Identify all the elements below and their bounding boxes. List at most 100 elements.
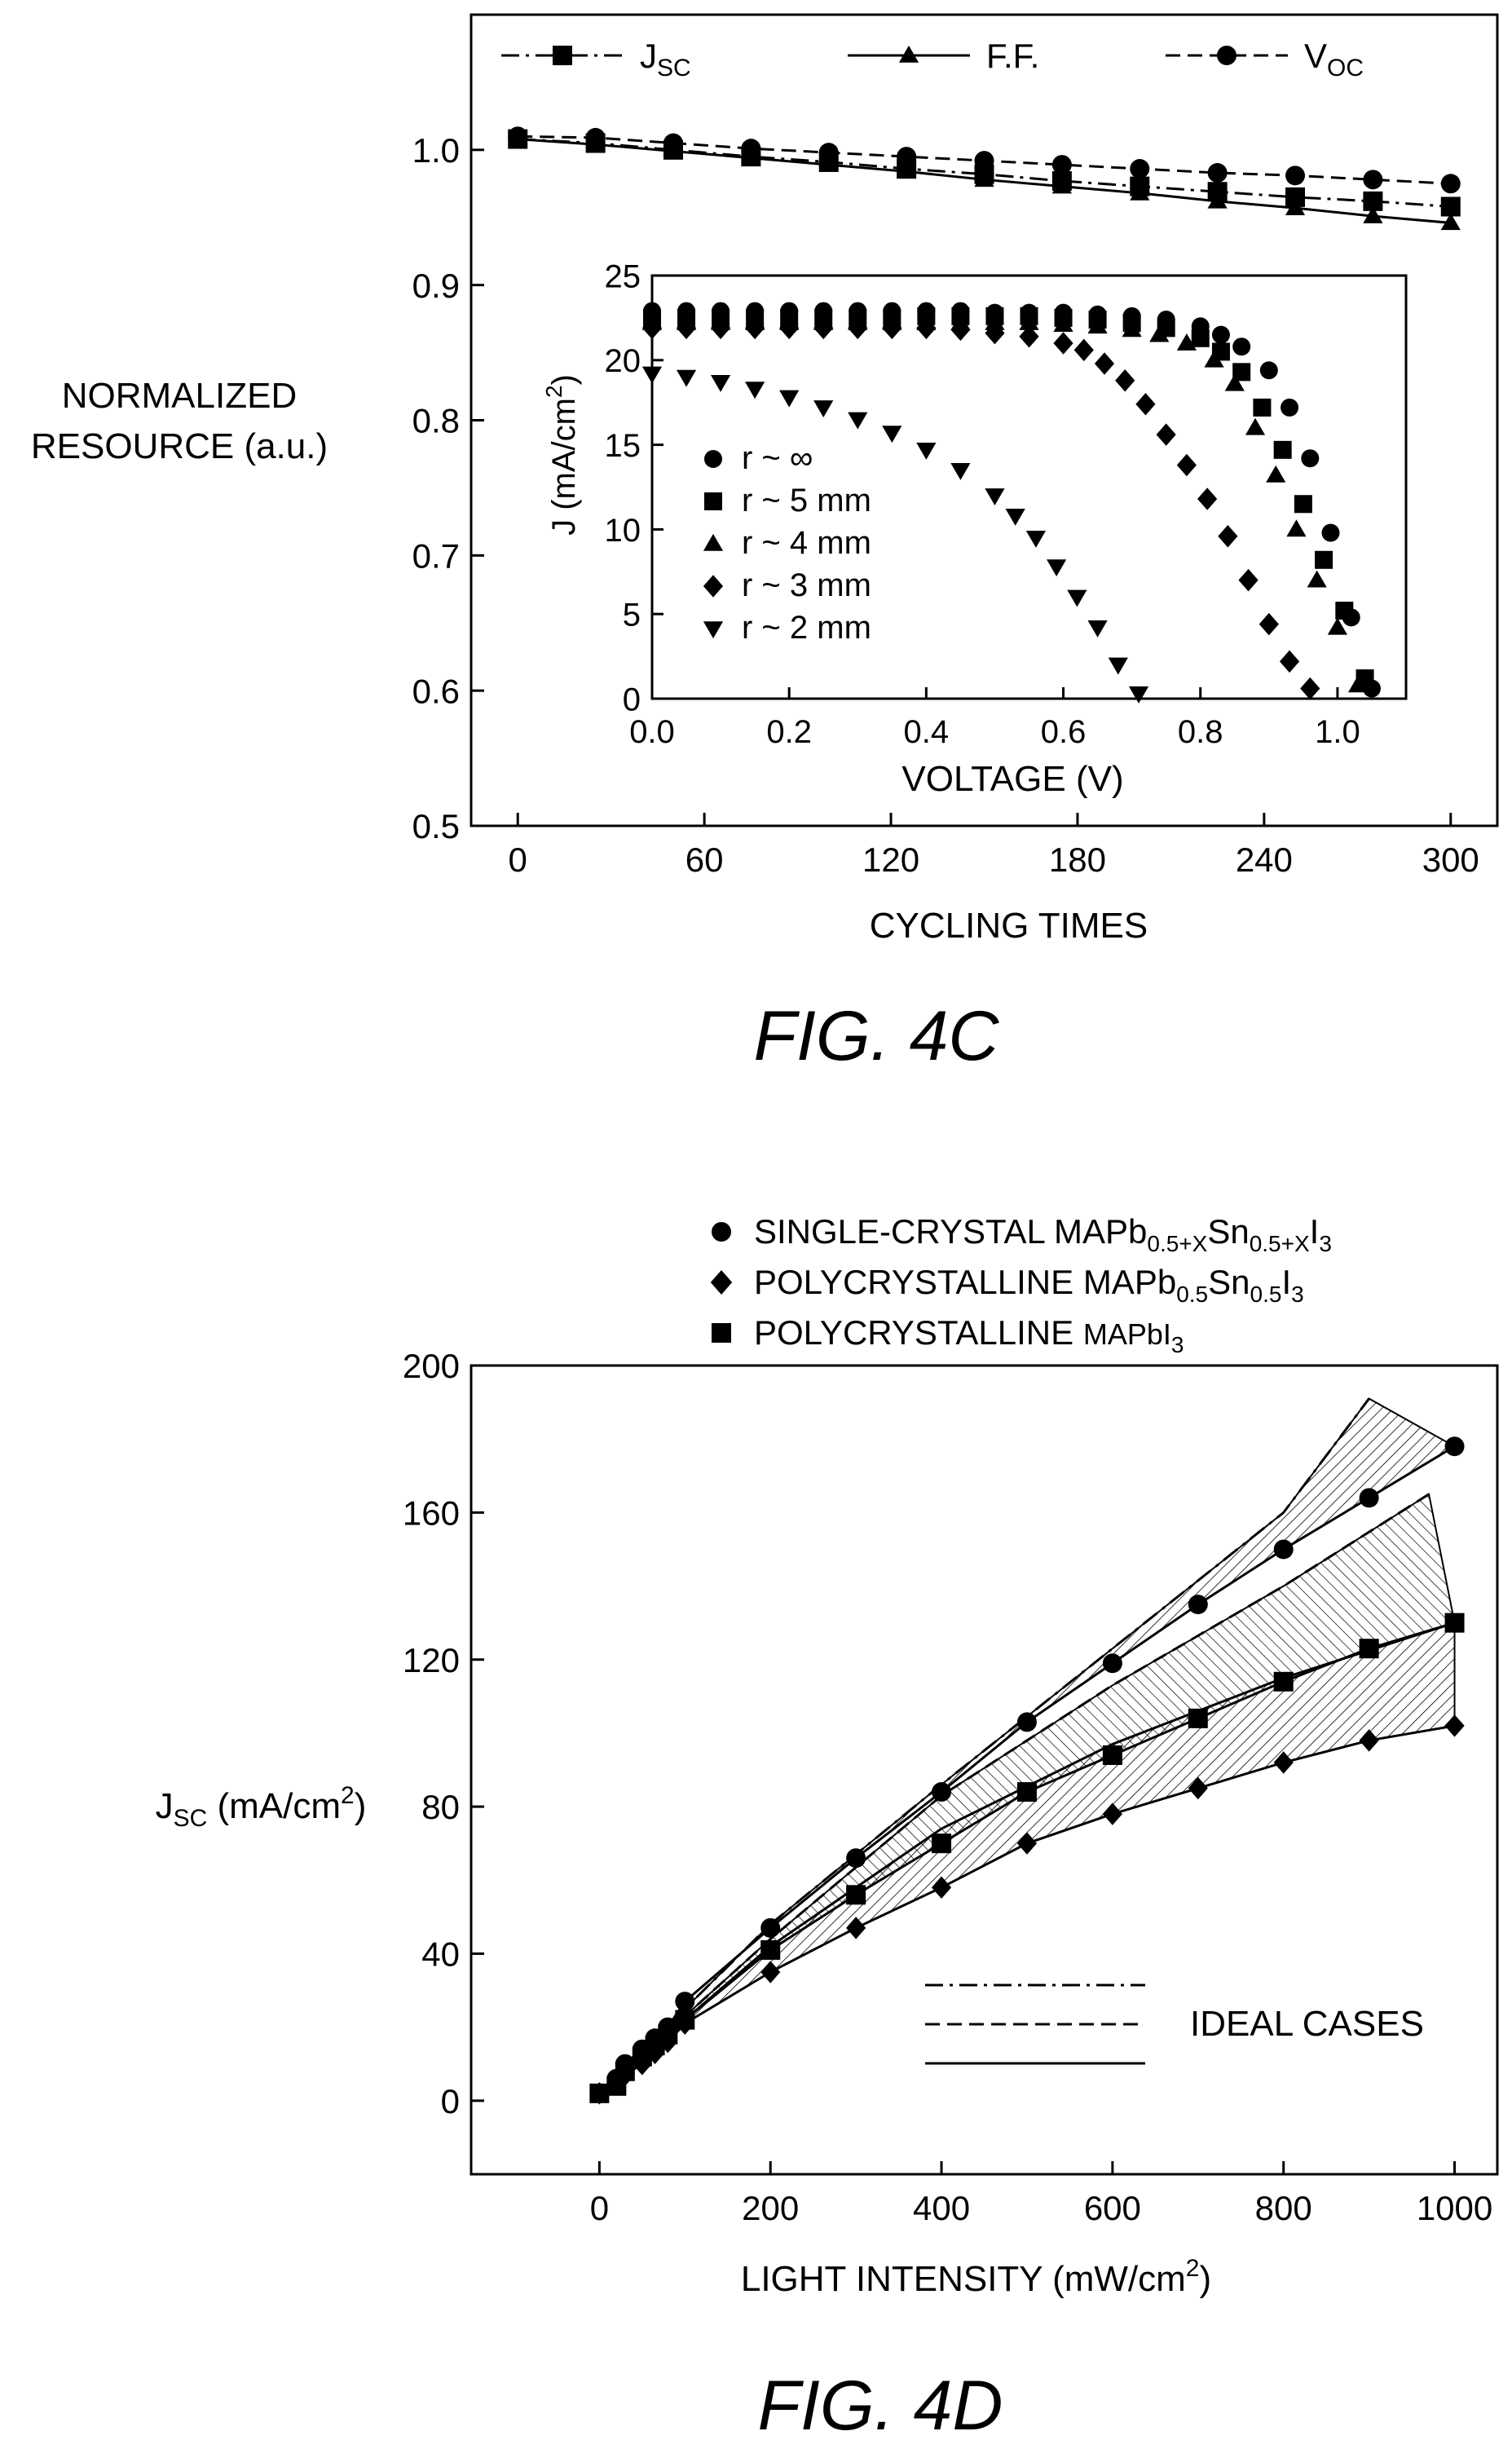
x-tick-label: 180 <box>1049 841 1106 879</box>
legend-label: r ~ 4 mm <box>742 525 871 561</box>
y-tick-label: 5 <box>623 598 641 633</box>
x-axis-label-text: LIGHT INTENSITY (mW/cm <box>741 2259 1186 2299</box>
y-axis-label: JSC (mA/cm2) <box>156 1782 367 1832</box>
data-point <box>1444 1436 1465 1457</box>
data-point <box>1176 453 1197 477</box>
data-point <box>1321 523 1340 542</box>
data-point <box>974 151 994 171</box>
data-point <box>1094 352 1115 375</box>
legend-label: r ~ 2 mm <box>742 610 871 646</box>
data-point <box>1135 393 1156 416</box>
data-point <box>1130 183 1150 201</box>
y-tick-label: 200 <box>403 1347 460 1385</box>
data-point <box>589 2082 610 2105</box>
data-point <box>1245 417 1266 435</box>
data-point <box>675 1992 695 2012</box>
data-point <box>745 316 765 340</box>
data-point <box>1444 1714 1465 1737</box>
data-point <box>1073 338 1094 362</box>
legend-label-text: V <box>1304 37 1327 75</box>
data-point <box>1108 657 1128 675</box>
data-point <box>663 133 683 153</box>
legend-label: POLYCRYSTALLINE MAPb0.5Sn0.5I3 <box>754 1263 1304 1307</box>
data-point <box>508 126 528 147</box>
ideal-cases-label: IDEAL CASES <box>1190 2004 1424 2044</box>
x-tick-label: 300 <box>1422 841 1479 879</box>
data-point <box>1281 398 1299 417</box>
data-point <box>1207 191 1228 209</box>
y-tick-label: 0.8 <box>412 402 460 440</box>
data-point <box>1440 174 1461 194</box>
legend-text: MAPbI <box>1083 1317 1171 1351</box>
legend-subscript: 3 <box>1171 1332 1184 1357</box>
data-point <box>950 318 971 342</box>
legend-subscript: 0.5+X <box>1147 1231 1207 1256</box>
legend-label: POLYCRYSTALLINE MAPbI3 <box>754 1313 1184 1357</box>
legend-marker <box>703 575 724 598</box>
legend-label: SINGLE-CRYSTAL MAPb0.5+XSn0.5+XI3 <box>754 1212 1332 1256</box>
x-axis-label: CYCLING TIMES <box>870 906 1148 946</box>
data-point <box>1087 316 1108 334</box>
legend-text: SINGLE-CRYSTAL MAPb <box>754 1212 1147 1251</box>
x-tick-label: 0.6 <box>1041 714 1087 750</box>
legend-label-subscript: OC <box>1327 55 1364 82</box>
data-point <box>916 316 937 340</box>
series-line <box>598 1724 1455 2095</box>
data-point <box>931 1876 952 1899</box>
data-point <box>1335 602 1354 620</box>
data-point <box>1359 1639 1379 1659</box>
data-point <box>1005 508 1025 526</box>
data-point <box>1359 1729 1379 1752</box>
x-tick-label: 240 <box>1236 841 1293 879</box>
y-tick-label: 0.7 <box>412 536 460 575</box>
data-point <box>1273 1539 1294 1560</box>
x-tick-label: 0.2 <box>766 714 812 750</box>
data-point <box>1051 155 1072 175</box>
data-point <box>1273 1671 1294 1692</box>
legend-marker <box>712 1323 731 1343</box>
data-point <box>1016 1832 1038 1855</box>
x-tick-label: 600 <box>1084 2189 1141 2227</box>
data-point <box>658 2030 678 2054</box>
data-point <box>1259 612 1279 636</box>
y-axis-label-line1: NORMALIZED <box>62 376 297 416</box>
y-axis-label-end: ) <box>546 374 582 385</box>
legend-label: r ~ ∞ <box>742 440 813 476</box>
data-point <box>1053 332 1073 355</box>
data-point <box>1315 550 1333 569</box>
legend-marker <box>703 621 724 639</box>
data-point <box>760 1917 781 1938</box>
legend-marker <box>898 45 919 63</box>
legend-label-text: F.F. <box>986 37 1039 75</box>
data-point <box>846 1917 866 1939</box>
data-point <box>1115 368 1135 392</box>
data-point <box>1102 1802 1122 1825</box>
data-point <box>818 143 839 163</box>
data-point <box>1128 686 1149 704</box>
data-point <box>950 462 971 480</box>
data-point <box>1176 333 1197 351</box>
data-point <box>676 369 697 387</box>
data-point <box>1051 176 1072 194</box>
x-tick-label: 0.8 <box>1178 714 1223 750</box>
data-point <box>1218 524 1238 548</box>
data-point <box>641 366 663 384</box>
data-point <box>985 321 1005 345</box>
x-tick-label: 0 <box>509 841 527 879</box>
legend-text: POLYCRYSTALLINE MAPb <box>754 1263 1176 1301</box>
data-point <box>1130 159 1150 179</box>
y-tick-label: 0.5 <box>412 807 460 845</box>
data-point <box>985 488 1005 505</box>
data-point <box>813 400 834 418</box>
data-point <box>745 382 765 399</box>
data-point <box>741 139 761 159</box>
data-point <box>1285 165 1306 186</box>
data-point <box>632 2052 652 2076</box>
data-point <box>1327 617 1348 635</box>
data-point <box>1102 1653 1122 1674</box>
data-point <box>1019 324 1039 348</box>
x-tick-label: 200 <box>742 2189 799 2227</box>
y-axis-label-line2: RESOURCE (a.u.) <box>31 426 328 466</box>
x-axis-label-end: ) <box>1199 2259 1211 2299</box>
data-point <box>1067 589 1087 607</box>
